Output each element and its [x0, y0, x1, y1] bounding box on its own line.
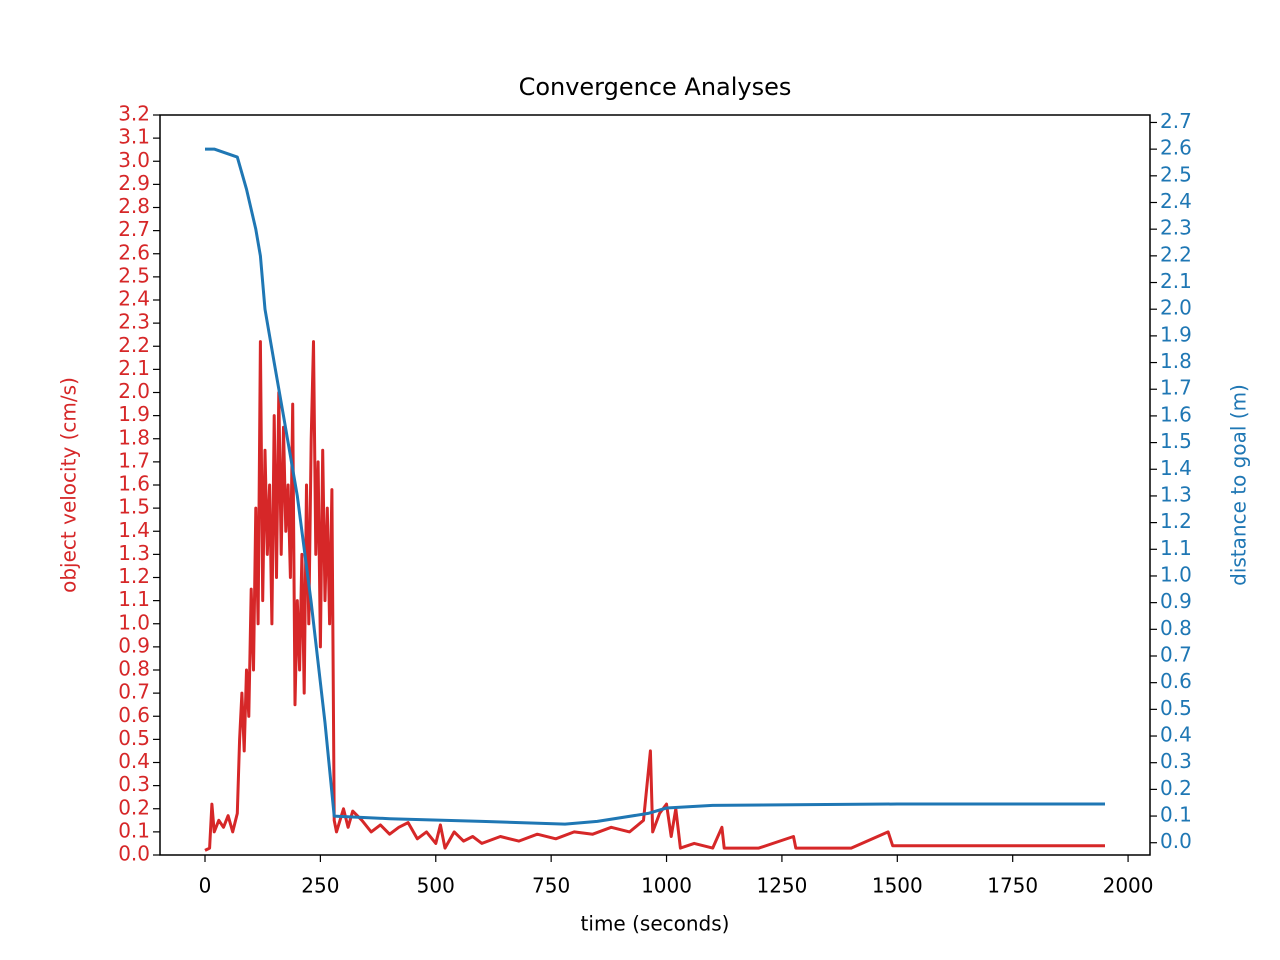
- x-tick-label: 1000: [641, 874, 692, 898]
- y2-tick-label: 2.1: [1160, 269, 1192, 293]
- y2-tick-label: 2.4: [1160, 189, 1192, 213]
- y-tick-label: 0.4: [118, 749, 150, 773]
- y-tick-label: 2.6: [118, 240, 150, 264]
- y-tick-label: 0.6: [118, 703, 150, 727]
- y2-tick-label: 0.0: [1160, 829, 1192, 853]
- y-tick-label: 0.8: [118, 657, 150, 681]
- y2-tick-label: 1.8: [1160, 349, 1192, 373]
- y-tick-label: 3.0: [118, 148, 150, 172]
- y-tick-label: 2.9: [118, 171, 150, 195]
- y-tick-label: 0.2: [118, 795, 150, 819]
- y-tick-label: 0.5: [118, 726, 150, 750]
- y-tick-label: 1.6: [118, 472, 150, 496]
- y2-tick-label: 0.7: [1160, 642, 1192, 666]
- plot-frame: [159, 114, 1151, 856]
- y-tick-label: 2.7: [118, 217, 150, 241]
- y-tick-label: 2.1: [118, 356, 150, 380]
- y2-tick-label: 2.0: [1160, 296, 1192, 320]
- x-tick-label: 500: [417, 874, 455, 898]
- y2-tick-label: 2.2: [1160, 242, 1192, 266]
- y2-tick-label: 1.4: [1160, 456, 1192, 480]
- y-tick-label: 2.4: [118, 287, 150, 311]
- y-tick-label: 2.3: [118, 310, 150, 334]
- x-axis-label: time (seconds): [581, 912, 730, 936]
- y2-tick-label: 2.3: [1160, 216, 1192, 240]
- y-tick-label: 2.2: [118, 333, 150, 357]
- x-tick-label: 1500: [872, 874, 923, 898]
- y-tick-label: 1.0: [118, 610, 150, 634]
- data-line: [205, 147, 1105, 826]
- y-tick-label: 2.5: [118, 263, 150, 287]
- y-tick-label: 3.2: [118, 102, 150, 126]
- y-tick-label: 2.8: [118, 194, 150, 218]
- x-tick-label: 1250: [756, 874, 807, 898]
- x-tick-label: 250: [301, 874, 339, 898]
- y2-tick-label: 2.5: [1160, 162, 1192, 186]
- y-tick-label: 0.0: [118, 842, 150, 866]
- chart-title: Convergence Analyses: [519, 73, 792, 101]
- y2-tick-label: 1.2: [1160, 509, 1192, 533]
- y-tick-label: 1.8: [118, 425, 150, 449]
- y-tick-label: 1.7: [118, 448, 150, 472]
- y2-tick-label: 2.6: [1160, 136, 1192, 160]
- x-tick-label: 2000: [1103, 874, 1154, 898]
- x-tick-label: 750: [532, 874, 570, 898]
- y-tick-label: 0.3: [118, 772, 150, 796]
- y-tick-label: 0.1: [118, 818, 150, 842]
- y-tick-label: 1.4: [118, 518, 150, 542]
- y2-tick-label: 1.0: [1160, 562, 1192, 586]
- y2-tick-label: 2.7: [1160, 109, 1192, 133]
- y-tick-label: 0.7: [118, 680, 150, 704]
- y2-tick-label: 1.1: [1160, 536, 1192, 560]
- y-tick-label: 1.9: [118, 402, 150, 426]
- y-tick-label: 1.1: [118, 587, 150, 611]
- y2-axis-label: distance to goal (m): [1227, 384, 1251, 586]
- y2-tick-label: 0.9: [1160, 589, 1192, 613]
- data-line: [204, 340, 1105, 852]
- y2-tick-label: 1.6: [1160, 402, 1192, 426]
- y-tick-label: 1.3: [118, 541, 150, 565]
- y2-tick-label: 1.3: [1160, 482, 1192, 506]
- y2-tick-label: 0.1: [1160, 803, 1192, 827]
- y2-tick-label: 1.9: [1160, 322, 1192, 346]
- y-tick-label: 2.0: [118, 379, 150, 403]
- y2-tick-label: 0.8: [1160, 616, 1192, 640]
- y-axis-label: object velocity (cm/s): [57, 377, 81, 593]
- y2-tick-label: 0.3: [1160, 749, 1192, 773]
- y2-tick-label: 1.5: [1160, 429, 1192, 453]
- y-tick-label: 1.5: [118, 495, 150, 519]
- x-tick-label: 0: [199, 874, 212, 898]
- y-tick-label: 1.2: [118, 564, 150, 588]
- y2-tick-label: 0.5: [1160, 696, 1192, 720]
- y-tick-label: 0.9: [118, 633, 150, 657]
- y2-tick-label: 0.4: [1160, 723, 1192, 747]
- x-tick-label: 1750: [987, 874, 1038, 898]
- y2-tick-label: 0.6: [1160, 669, 1192, 693]
- y2-tick-label: 1.7: [1160, 376, 1192, 400]
- y-tick-label: 3.1: [118, 125, 150, 149]
- y2-tick-label: 0.2: [1160, 776, 1192, 800]
